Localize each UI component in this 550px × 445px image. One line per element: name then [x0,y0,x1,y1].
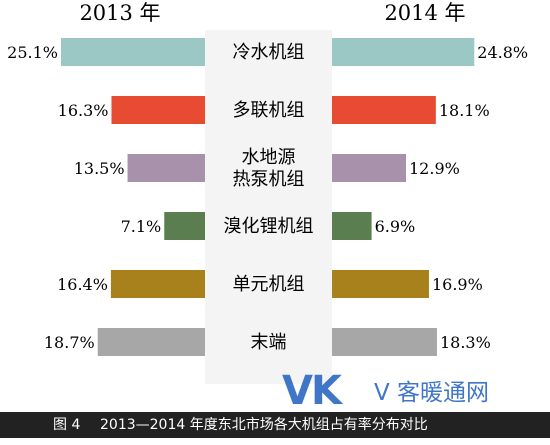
category-label-2-0: 水地源 [242,147,296,168]
caption-text: 2013—2014 年度东北市场各大机组占有率分布对比 [100,417,428,433]
bar-2014-5 [332,328,437,356]
bar-2014-4 [332,270,429,298]
value-label-2014-5: 18.3% [440,333,491,352]
value-label-2014-0: 24.8% [477,43,528,62]
watermark-logo: VK [282,368,342,414]
bar-2013-4 [110,270,205,298]
value-label-2013-4: 16.4% [57,275,108,294]
watermark-brand: V 客暖通网 [374,380,490,406]
value-label-2013-0: 25.1% [7,43,58,62]
caption-number: 图 4 [53,417,81,433]
bar-2013-5 [97,328,205,356]
bar-2013-1 [111,96,205,124]
left-series-title: 2013 年 [79,1,160,25]
value-label-2014-2: 12.9% [409,159,460,178]
figure-caption: 图 4 2013—2014 年度东北市场各大机组占有率分布对比 [0,412,550,438]
watermark: VK V 客暖通网 www.khvacs.com [282,368,550,414]
value-label-2014-3: 6.9% [375,217,416,236]
chart: 2013 年 2014 年 25.1% 24.8% 冷水机组 16.3% 18.1% 多联… [7,1,528,384]
watermark-url: www.khvacs.com [442,404,520,414]
value-label-2014-1: 18.1% [439,101,490,120]
bar-2013-2 [127,154,205,182]
value-label-2013-5: 18.7% [44,333,95,352]
bar-2014-1 [332,96,436,124]
category-label-4: 单元机组 [233,274,305,295]
value-label-2013-3: 7.1% [121,217,162,236]
value-label-2014-4: 16.9% [432,275,483,294]
bar-2013-3 [164,212,205,240]
bar-2014-3 [332,212,372,240]
category-label-0: 冷水机组 [233,42,305,63]
bar-2014-2 [332,154,407,182]
category-label-3: 溴化锂机组 [224,216,314,237]
right-series-title: 2014 年 [384,1,465,25]
bar-2014-0 [332,38,475,66]
category-label-5: 末端 [251,332,287,353]
value-label-2013-2: 13.5% [74,159,125,178]
bar-2013-0 [61,38,205,66]
value-label-2013-1: 16.3% [58,101,109,120]
center-column [205,30,332,384]
category-label-1: 多联机组 [233,100,305,121]
category-label-2-1: 热泵机组 [233,169,305,190]
